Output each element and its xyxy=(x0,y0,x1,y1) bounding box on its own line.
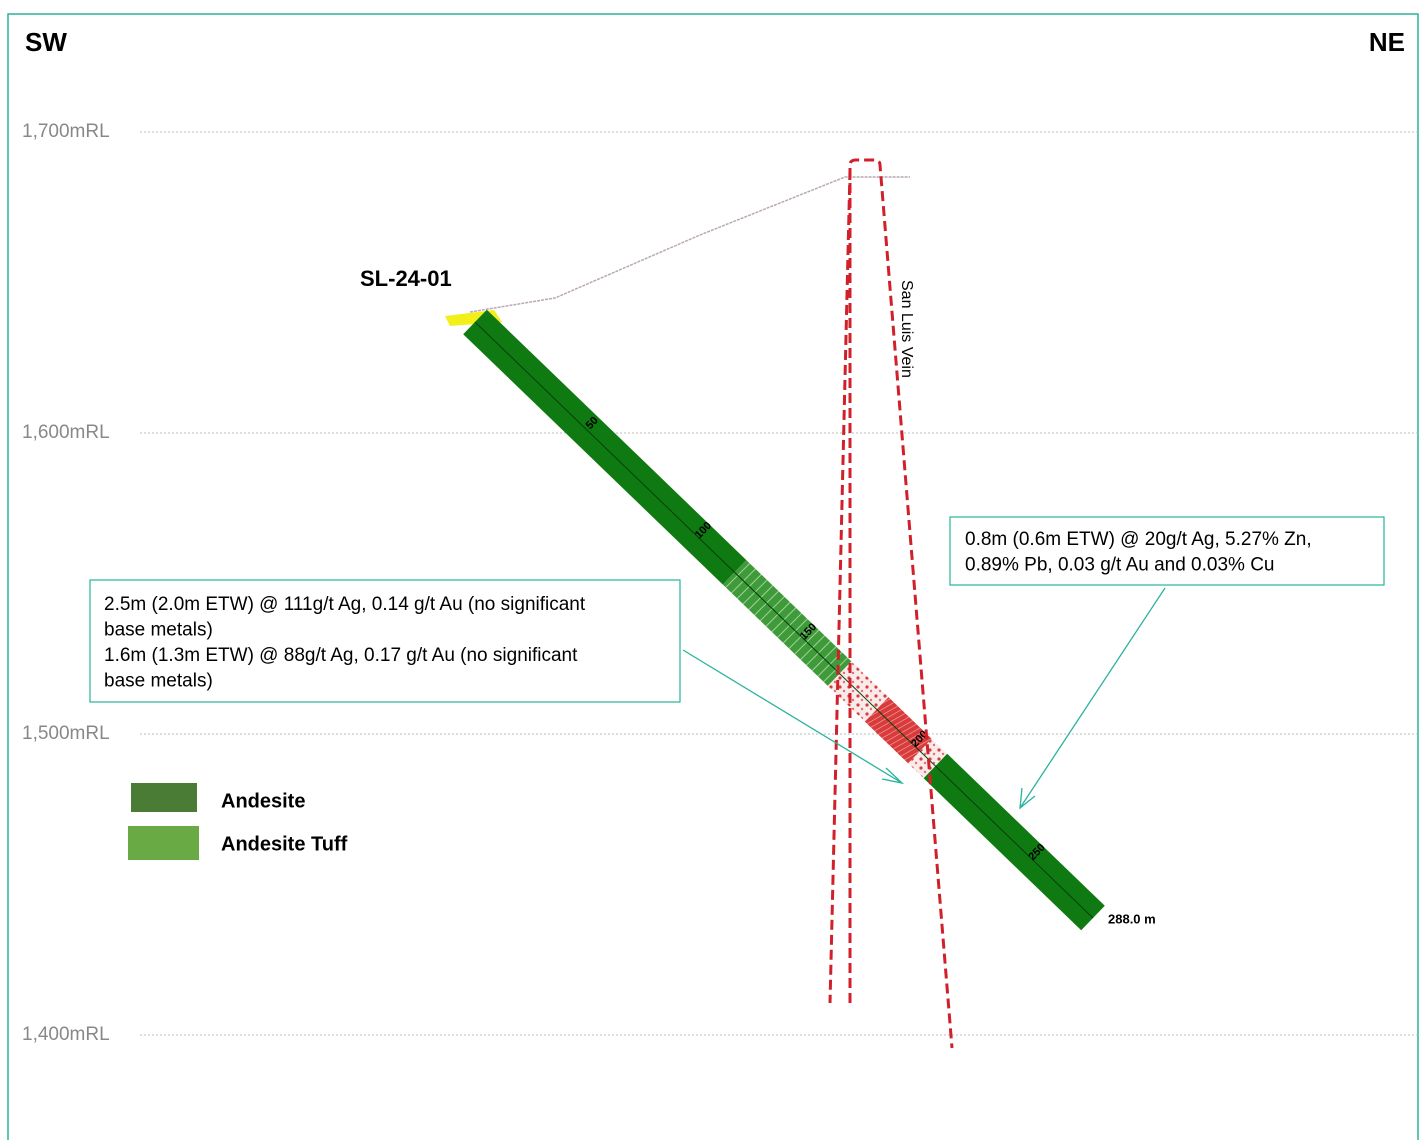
annotation-text: 1.6m (1.3m ETW) @ 88g/t Ag, 0.17 g/t Au … xyxy=(104,645,578,666)
annotation-text: 0.8m (0.6m ETW) @ 20g/t Ag, 5.27% Zn, xyxy=(965,529,1312,550)
annotation-box xyxy=(89,579,681,703)
annotation-box xyxy=(949,516,1385,586)
annotation-text: 2.5m (2.0m ETW) @ 111g/t Ag, 0.14 g/t Au… xyxy=(104,594,586,615)
end-depth: 288.0 m xyxy=(1108,911,1156,926)
elevation-label: 1,500mRL xyxy=(22,723,110,744)
frame xyxy=(7,13,1419,1140)
annotation-text: 0.89% Pb, 0.03 g/t Au and 0.03% Cu xyxy=(965,555,1275,576)
vein-label: San Luis Vein xyxy=(898,280,915,378)
hole-name: SL-24-01 xyxy=(360,266,452,291)
vein-outline xyxy=(828,169,852,1004)
direction-label: NE xyxy=(1369,27,1405,57)
elevation-label: 1,400mRL xyxy=(22,1024,110,1045)
callout-arrows xyxy=(682,587,1166,810)
annotation-text: base metals) xyxy=(104,671,213,692)
elevation-label: 1,700mRL xyxy=(22,121,110,142)
annotation-text: base metals) xyxy=(104,620,213,641)
legend-swatch xyxy=(128,826,199,860)
hole-trace xyxy=(474,321,1094,919)
topography xyxy=(469,176,910,313)
legend-label: Andesite Tuff xyxy=(221,833,348,855)
legend-label: Andesite xyxy=(221,790,305,812)
elevation-label: 1,600mRL xyxy=(22,422,110,443)
legend-swatch xyxy=(131,783,197,812)
direction-label: SW xyxy=(25,27,67,57)
vein-outline xyxy=(848,158,954,1049)
